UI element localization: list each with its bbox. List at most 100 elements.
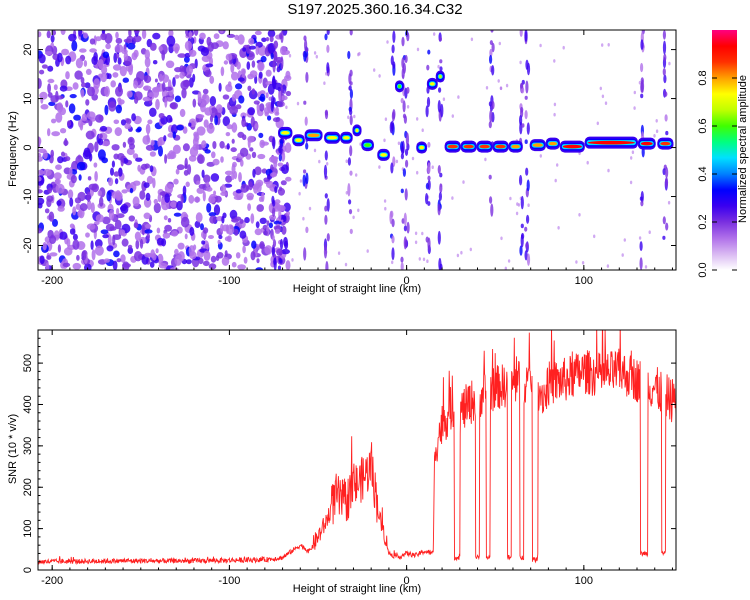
noise-blob — [117, 97, 122, 103]
streak-blob — [665, 130, 669, 136]
noise-blob — [102, 51, 110, 59]
streak-blob — [525, 80, 529, 94]
noise-blob — [188, 30, 193, 39]
noise-blob — [264, 245, 273, 255]
streak-blob — [427, 237, 431, 251]
streak-blob — [348, 209, 353, 215]
noise-blob — [208, 235, 214, 239]
noise-blob — [233, 195, 243, 201]
noise-blob — [230, 147, 237, 153]
streak-blob — [489, 54, 493, 64]
streak-blob — [349, 89, 353, 99]
noise-speckle — [562, 45, 565, 50]
track-core — [511, 144, 520, 149]
streak-blob — [272, 199, 276, 207]
noise-speckle — [347, 115, 350, 120]
noise-blob — [85, 68, 92, 75]
noise-blob — [164, 224, 173, 232]
noise-blob — [165, 60, 175, 69]
track-core — [495, 144, 506, 149]
streak-blob — [519, 174, 523, 186]
noise-blob — [257, 45, 267, 56]
noise-speckle — [313, 148, 317, 153]
noise-blob — [285, 176, 292, 182]
noise-blob — [129, 143, 135, 150]
colorbar-label: Normalized spectral amplitude — [737, 75, 749, 223]
track-core — [587, 140, 636, 145]
noise-blob — [247, 107, 255, 116]
streak-blob — [438, 37, 442, 42]
noise-blob — [139, 238, 144, 249]
noise-speckle — [460, 250, 463, 255]
noise-blob — [225, 175, 233, 183]
noise-blob — [220, 156, 224, 163]
noise-blob — [63, 247, 73, 256]
noise-speckle — [601, 94, 605, 99]
noise-blob — [280, 45, 287, 56]
noise-blob — [153, 198, 158, 205]
track-core — [364, 143, 371, 147]
noise-blob — [251, 151, 257, 159]
noise-blob — [88, 183, 98, 190]
streak-blob — [324, 109, 328, 116]
noise-speckle — [283, 90, 287, 94]
streak-blob — [524, 250, 528, 261]
noise-blob — [149, 151, 156, 157]
streak-blob — [325, 261, 329, 270]
noise-blob — [163, 215, 168, 221]
noise-blob — [38, 189, 43, 194]
noise-blob — [113, 250, 120, 258]
noise-blob — [67, 189, 74, 199]
noise-blob — [173, 178, 179, 185]
noise-blob — [222, 116, 230, 127]
noise-speckle — [299, 179, 303, 183]
noise-blob — [140, 163, 148, 170]
noise-blob — [158, 262, 168, 269]
streak-blob — [437, 230, 441, 245]
noise-speckle — [527, 203, 530, 207]
streak-blob — [640, 93, 644, 99]
noise-blob — [152, 60, 158, 65]
noise-blob — [126, 90, 133, 98]
noise-blob — [59, 231, 68, 240]
noise-blob — [149, 261, 155, 268]
noise-blob — [226, 143, 230, 150]
noise-blob — [216, 252, 224, 259]
noise-blob — [89, 48, 97, 53]
noise-blob — [184, 157, 188, 169]
noise-blob — [254, 123, 259, 130]
noise-blob — [99, 196, 104, 207]
noise-speckle — [667, 200, 671, 205]
noise-blob — [161, 74, 170, 83]
streak-blob — [305, 142, 309, 150]
noise-speckle — [638, 80, 642, 85]
streak-blob — [663, 53, 667, 62]
noise-blob — [110, 80, 116, 88]
noise-blob — [137, 126, 142, 132]
noise-blob — [86, 191, 91, 203]
streak-blob — [304, 116, 308, 126]
noise-blob — [273, 40, 279, 49]
streak-blob — [665, 167, 669, 179]
streak-blob — [437, 165, 441, 174]
noise-blob — [143, 212, 151, 220]
noise-speckle — [516, 202, 519, 206]
noise-blob — [115, 31, 119, 39]
streak-blob — [279, 251, 283, 256]
noise-blob — [133, 80, 139, 89]
noise-speckle — [623, 238, 626, 242]
noise-blob — [51, 118, 57, 124]
noise-blob — [201, 169, 205, 178]
noise-blob — [152, 32, 161, 40]
noise-blob — [150, 249, 155, 259]
noise-blob — [104, 104, 109, 116]
noise-blob — [220, 66, 225, 77]
noise-speckle — [359, 142, 362, 146]
noise-blob — [254, 30, 262, 36]
noise-blob — [258, 132, 264, 139]
noise-blob — [208, 196, 216, 204]
streak-blob — [400, 145, 405, 155]
noise-blob — [167, 184, 175, 189]
noise-blob — [179, 71, 185, 79]
noise-speckle — [384, 117, 388, 121]
